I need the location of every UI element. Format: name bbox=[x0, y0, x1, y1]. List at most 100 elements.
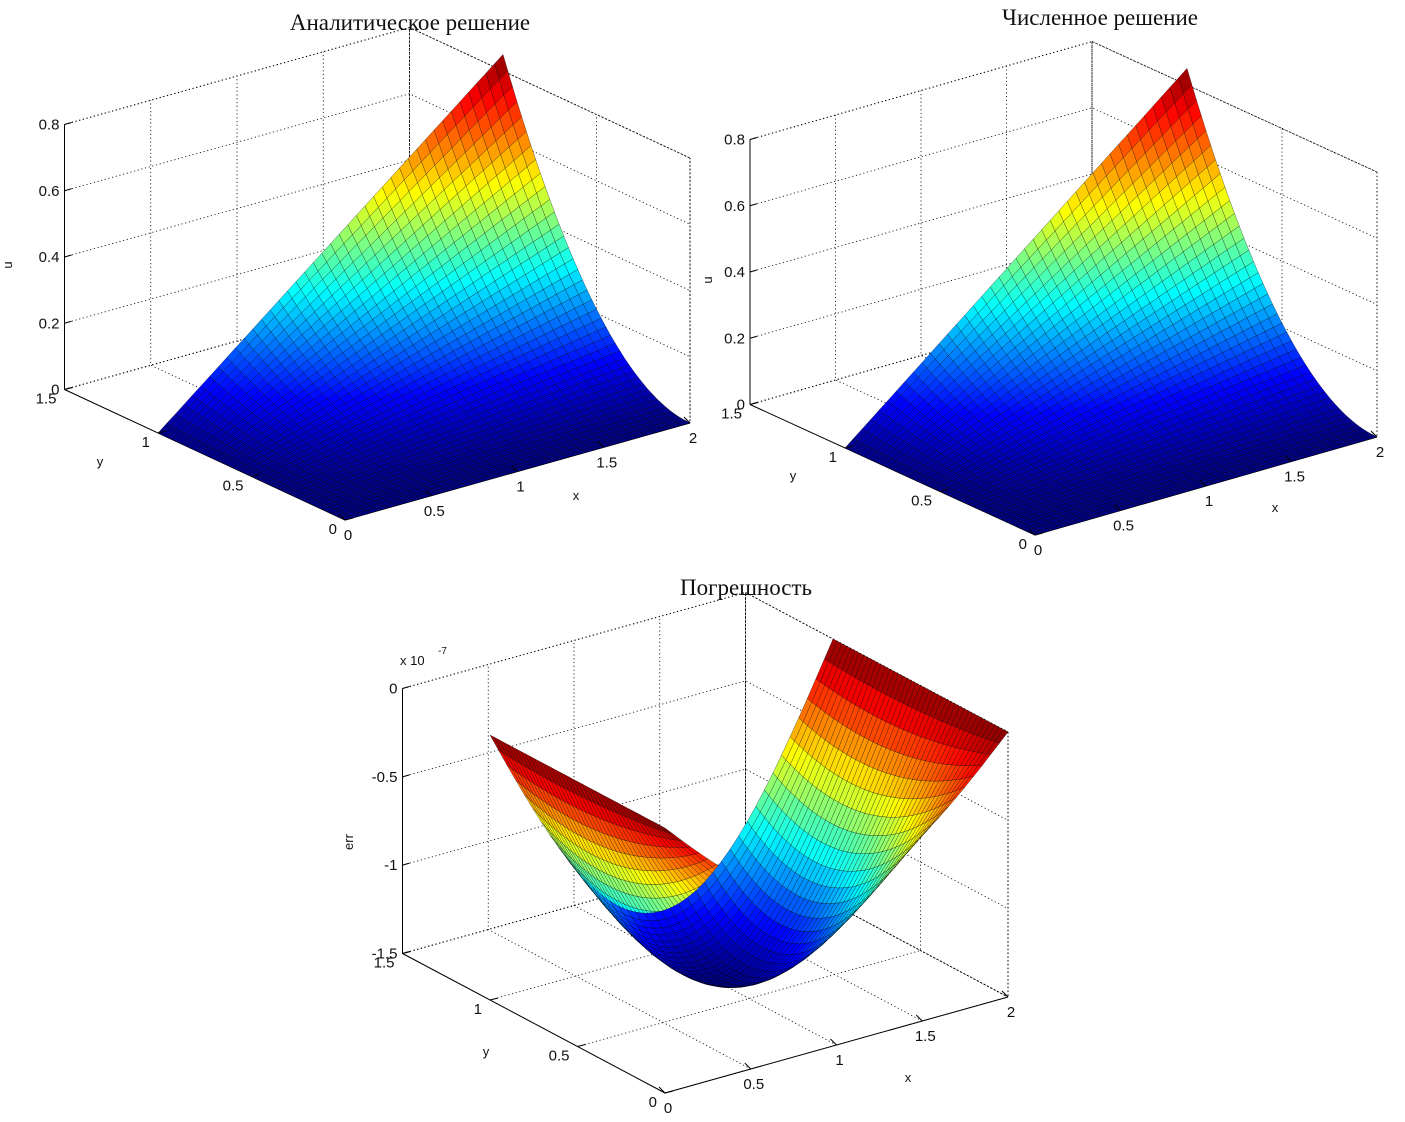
y-tick-label: 1.5 bbox=[374, 955, 395, 972]
z-tick bbox=[402, 862, 410, 866]
x-tick-label: 2 bbox=[689, 430, 697, 447]
y-tick-label: 0 bbox=[649, 1094, 657, 1111]
y-tick bbox=[64, 387, 73, 390]
x-axis-label: x bbox=[1272, 500, 1279, 515]
z-tick bbox=[749, 137, 758, 140]
x-tick-label: 1 bbox=[516, 479, 524, 496]
y-tick bbox=[344, 517, 354, 521]
z-tick-label: -0.5 bbox=[372, 769, 398, 786]
z-tick bbox=[402, 774, 410, 778]
x-tick-label: 0 bbox=[344, 527, 352, 544]
y-tick bbox=[664, 1090, 674, 1094]
z-exponent-power: -7 bbox=[438, 646, 447, 657]
z-axis-label: u bbox=[0, 261, 15, 268]
z-gridline bbox=[64, 27, 691, 159]
z-axis-label: err bbox=[341, 833, 356, 850]
x-tick bbox=[511, 465, 518, 472]
z-gridline bbox=[749, 41, 1378, 173]
y-axis-line bbox=[402, 953, 666, 1094]
y-tick bbox=[577, 1044, 586, 1047]
z-tick bbox=[749, 203, 758, 207]
y-tick-label: 0.5 bbox=[223, 478, 244, 495]
z-tick-label: 0.6 bbox=[39, 183, 60, 200]
x-tick-label: 0.5 bbox=[1113, 518, 1134, 535]
z-tick-label: 0.8 bbox=[39, 117, 60, 134]
y-tick bbox=[489, 997, 499, 1001]
surface bbox=[157, 54, 691, 521]
x-tick-label: 2 bbox=[1376, 444, 1384, 461]
z-exponent-label: x 10 bbox=[400, 653, 425, 668]
y-tick bbox=[402, 951, 411, 954]
x-axis-label: x bbox=[905, 1070, 912, 1085]
x-tick bbox=[744, 1062, 752, 1070]
y-tick-label: 0 bbox=[329, 521, 337, 538]
y-tick-label: 1.5 bbox=[36, 391, 57, 408]
x-tick-label: 1 bbox=[1205, 493, 1213, 510]
x-tick-label: 1 bbox=[835, 1052, 843, 1069]
y-tick bbox=[157, 430, 167, 434]
y-tick-label: 0.5 bbox=[911, 493, 932, 510]
z-tick bbox=[64, 320, 72, 324]
y-axis-label: y bbox=[97, 454, 104, 469]
y-axis-label: y bbox=[790, 468, 797, 483]
x-tick bbox=[1001, 990, 1009, 998]
z-gridline bbox=[64, 93, 691, 225]
x-tick-label: 1.5 bbox=[915, 1028, 936, 1045]
z-gridline bbox=[749, 239, 1378, 372]
z-tick bbox=[64, 188, 72, 192]
z-gridline bbox=[749, 107, 1378, 239]
y-tick-label: 0.5 bbox=[549, 1048, 570, 1065]
plot-error: -1.5-1-0.5000.511.5200.511.5Погрешностьx… bbox=[341, 575, 1015, 1117]
surface bbox=[844, 68, 1378, 536]
z-tick-label: 0.2 bbox=[724, 330, 745, 347]
x-tick bbox=[830, 1038, 837, 1046]
chart-title: Погрешность bbox=[680, 575, 812, 600]
z-tick bbox=[402, 686, 410, 689]
z-tick-label: 0 bbox=[389, 681, 397, 698]
z-tick bbox=[64, 122, 72, 125]
z-tick-label: 0.8 bbox=[724, 132, 745, 149]
z-gridline bbox=[749, 173, 1378, 305]
surface bbox=[489, 638, 1009, 988]
tick-labels: 0 0.2 0.4 0.6 0.8 0 0.5 1 1.5 2 0 0.5 1 1.5 bbox=[36, 117, 698, 545]
z-axis-label: u bbox=[700, 276, 715, 283]
z-tick-label: 0.2 bbox=[39, 315, 60, 332]
plot-analytic: 0 0.2 0.4 0.6 0.8 0 0.5 1 1.5 2 0 0.5 1 1.5 Аналитичес… bbox=[0, 10, 697, 544]
x-axis-label: x bbox=[573, 488, 580, 503]
z-tick-label: -1 bbox=[384, 857, 397, 874]
y-gridline bbox=[749, 41, 1093, 405]
y-tick-label: 0 bbox=[1019, 536, 1027, 553]
y-tick-label: 1 bbox=[142, 434, 150, 451]
z-tick bbox=[64, 254, 72, 258]
x-tick-label: 2 bbox=[1007, 1004, 1015, 1021]
x-tick-label: 0.5 bbox=[424, 503, 445, 520]
x-tick bbox=[597, 440, 605, 448]
z-tick bbox=[749, 335, 758, 339]
x-tick-label: 0 bbox=[664, 1100, 672, 1117]
x-tick bbox=[683, 416, 691, 424]
axes-box bbox=[402, 592, 1009, 1094]
x-tick bbox=[424, 489, 432, 497]
y-tick bbox=[251, 474, 260, 477]
z-tick-label: 0.6 bbox=[724, 198, 745, 215]
y-tick-label: 1.5 bbox=[721, 406, 742, 423]
y-axis-label: y bbox=[483, 1044, 490, 1059]
x-tick-label: 0 bbox=[1034, 542, 1042, 559]
x-tick bbox=[338, 513, 346, 521]
chart-title: Аналитическое решение bbox=[290, 10, 530, 35]
x-tick-label: 1.5 bbox=[1284, 469, 1305, 486]
x-tick bbox=[915, 1014, 923, 1022]
y-tick-label: 1 bbox=[474, 1001, 482, 1018]
x-tick-label: 1.5 bbox=[596, 454, 617, 471]
box-edge bbox=[1091, 41, 1378, 173]
z-tick-label: 0 bbox=[51, 382, 59, 399]
chart-title: Численное решение bbox=[1002, 5, 1198, 30]
y-tick bbox=[749, 402, 759, 405]
y-tick-label: 1 bbox=[829, 449, 837, 466]
z-tick-label: 0.4 bbox=[724, 264, 745, 281]
z-tick-label: 0.4 bbox=[39, 249, 60, 266]
x-tick-label: 0.5 bbox=[743, 1076, 764, 1093]
plot-numeric: 00.20.40.60.800.511.5200.511.5Численное … bbox=[700, 5, 1384, 559]
z-tick bbox=[749, 269, 758, 273]
